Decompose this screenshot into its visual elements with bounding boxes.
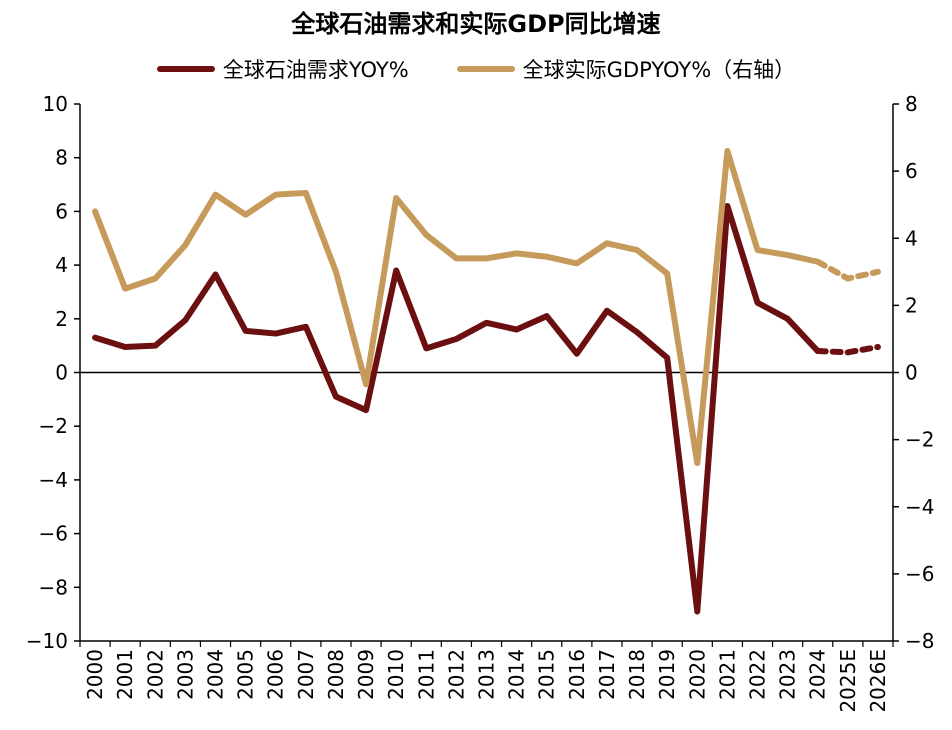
left-tick-label: 8	[55, 146, 68, 170]
right-tick-label: 4	[905, 226, 918, 250]
x-tick-label: 2001	[113, 649, 137, 700]
left-tick-label: −8	[39, 575, 68, 599]
x-tick-label: 2011	[414, 649, 438, 700]
right-tick-label: −6	[905, 562, 934, 586]
x-tick-label: 2006	[264, 649, 288, 700]
right-tick-label: 0	[905, 361, 918, 385]
x-tick-label: 2024	[806, 649, 830, 700]
x-tick-label: 2019	[655, 649, 679, 700]
x-tick-label: 2012	[444, 649, 468, 700]
left-tick-label: 0	[55, 361, 68, 385]
x-tick-label: 2005	[234, 649, 258, 700]
series-projection-0	[814, 343, 881, 356]
x-tick-label: 2014	[505, 649, 529, 700]
legend: 全球石油需求YOY% 全球实际GDPYOY%（右轴）	[0, 52, 952, 86]
right-tick-label: −4	[905, 495, 934, 519]
legend-label-gdp: 全球实际GDPYOY%（右轴）	[522, 58, 796, 82]
x-tick-label: 2000	[83, 649, 107, 700]
x-tick-label: 2004	[204, 649, 228, 700]
x-tick-label: 2022	[746, 649, 770, 700]
legend-item-gdp: 全球实际GDPYOY%（右轴）	[456, 54, 796, 84]
x-tick-label: 2007	[294, 649, 318, 700]
x-tick-label: 2021	[715, 649, 739, 700]
x-tick-label: 2013	[475, 649, 499, 700]
right-tick-label: −2	[905, 428, 934, 452]
left-tick-label: 10	[43, 92, 68, 116]
left-tick-label: 2	[55, 307, 68, 331]
x-tick-label: 2017	[595, 649, 619, 700]
legend-swatch-gdp	[456, 66, 515, 72]
x-tick-label: 2023	[776, 649, 800, 700]
x-tick-label: 2008	[324, 649, 348, 700]
left-tick-label: −2	[39, 414, 68, 438]
legend-swatch-oil-demand	[156, 66, 215, 72]
legend-item-oil-demand: 全球石油需求YOY%	[156, 54, 409, 84]
left-tick-label: 6	[55, 199, 68, 223]
x-tick-label: 2016	[565, 649, 589, 700]
x-tick-label: 2003	[173, 649, 197, 700]
x-tick-label: 2002	[143, 649, 167, 700]
x-tick-label: 2026E	[866, 649, 890, 713]
right-tick-label: 6	[905, 159, 918, 183]
x-tick-label: 2020	[685, 649, 709, 700]
x-tick-label: 2009	[354, 649, 378, 700]
left-tick-label: −4	[39, 468, 68, 492]
right-tick-label: −8	[905, 629, 934, 653]
legend-label-oil-demand: 全球石油需求YOY%	[222, 58, 409, 82]
right-tick-label: 2	[905, 293, 918, 317]
x-tick-label: 2025E	[836, 649, 860, 713]
x-tick-label: 2010	[384, 649, 408, 700]
x-tick-label: 2018	[625, 649, 649, 700]
left-tick-label: −10	[26, 629, 68, 653]
series-projection-1	[814, 258, 881, 282]
chart-title: 全球石油需求和实际GDP同比增速	[291, 10, 661, 38]
x-tick-label: 2015	[535, 649, 559, 700]
left-tick-label: −6	[39, 522, 68, 546]
series-line-0	[92, 203, 821, 615]
left-tick-label: 4	[55, 253, 68, 277]
right-tick-label: 8	[905, 92, 918, 116]
